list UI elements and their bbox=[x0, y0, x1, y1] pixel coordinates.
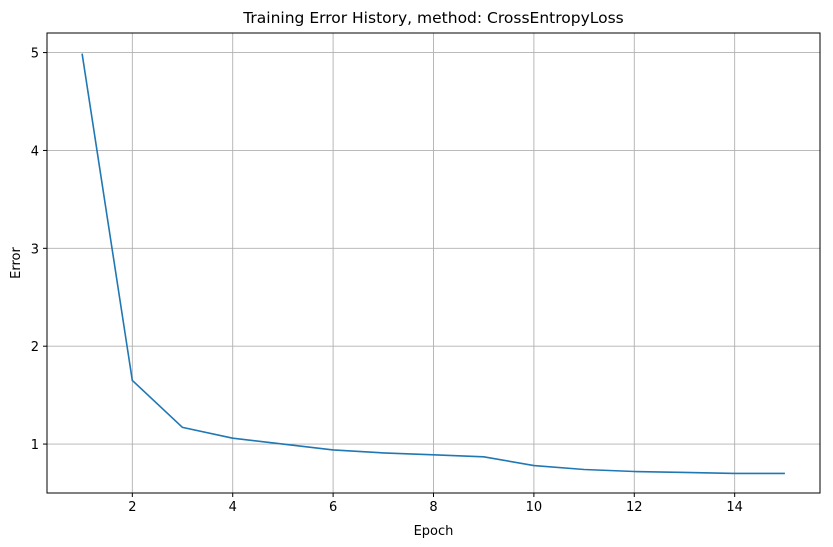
grid bbox=[47, 33, 820, 493]
x-axis-title: Epoch bbox=[414, 524, 454, 539]
x-tick-label: 4 bbox=[229, 500, 237, 515]
y-tick-label: 2 bbox=[31, 340, 39, 355]
y-axis-title: Error bbox=[9, 247, 24, 279]
series-line bbox=[81, 53, 785, 475]
x-tick-label: 10 bbox=[526, 500, 543, 515]
chart-title: Training Error History, method: CrossEnt… bbox=[242, 9, 624, 27]
x-tick-label: 6 bbox=[329, 500, 337, 515]
x-tick-label: 8 bbox=[429, 500, 437, 515]
x-tick-label: 12 bbox=[626, 500, 643, 515]
x-tick-label: 2 bbox=[128, 500, 136, 515]
x-tick-label: 14 bbox=[726, 500, 743, 515]
series-layer bbox=[81, 53, 785, 475]
y-tick-label: 4 bbox=[31, 144, 39, 159]
y-tick-label: 5 bbox=[31, 47, 39, 62]
y-tick-label: 3 bbox=[31, 242, 39, 257]
y-tick-label: 1 bbox=[31, 438, 39, 453]
